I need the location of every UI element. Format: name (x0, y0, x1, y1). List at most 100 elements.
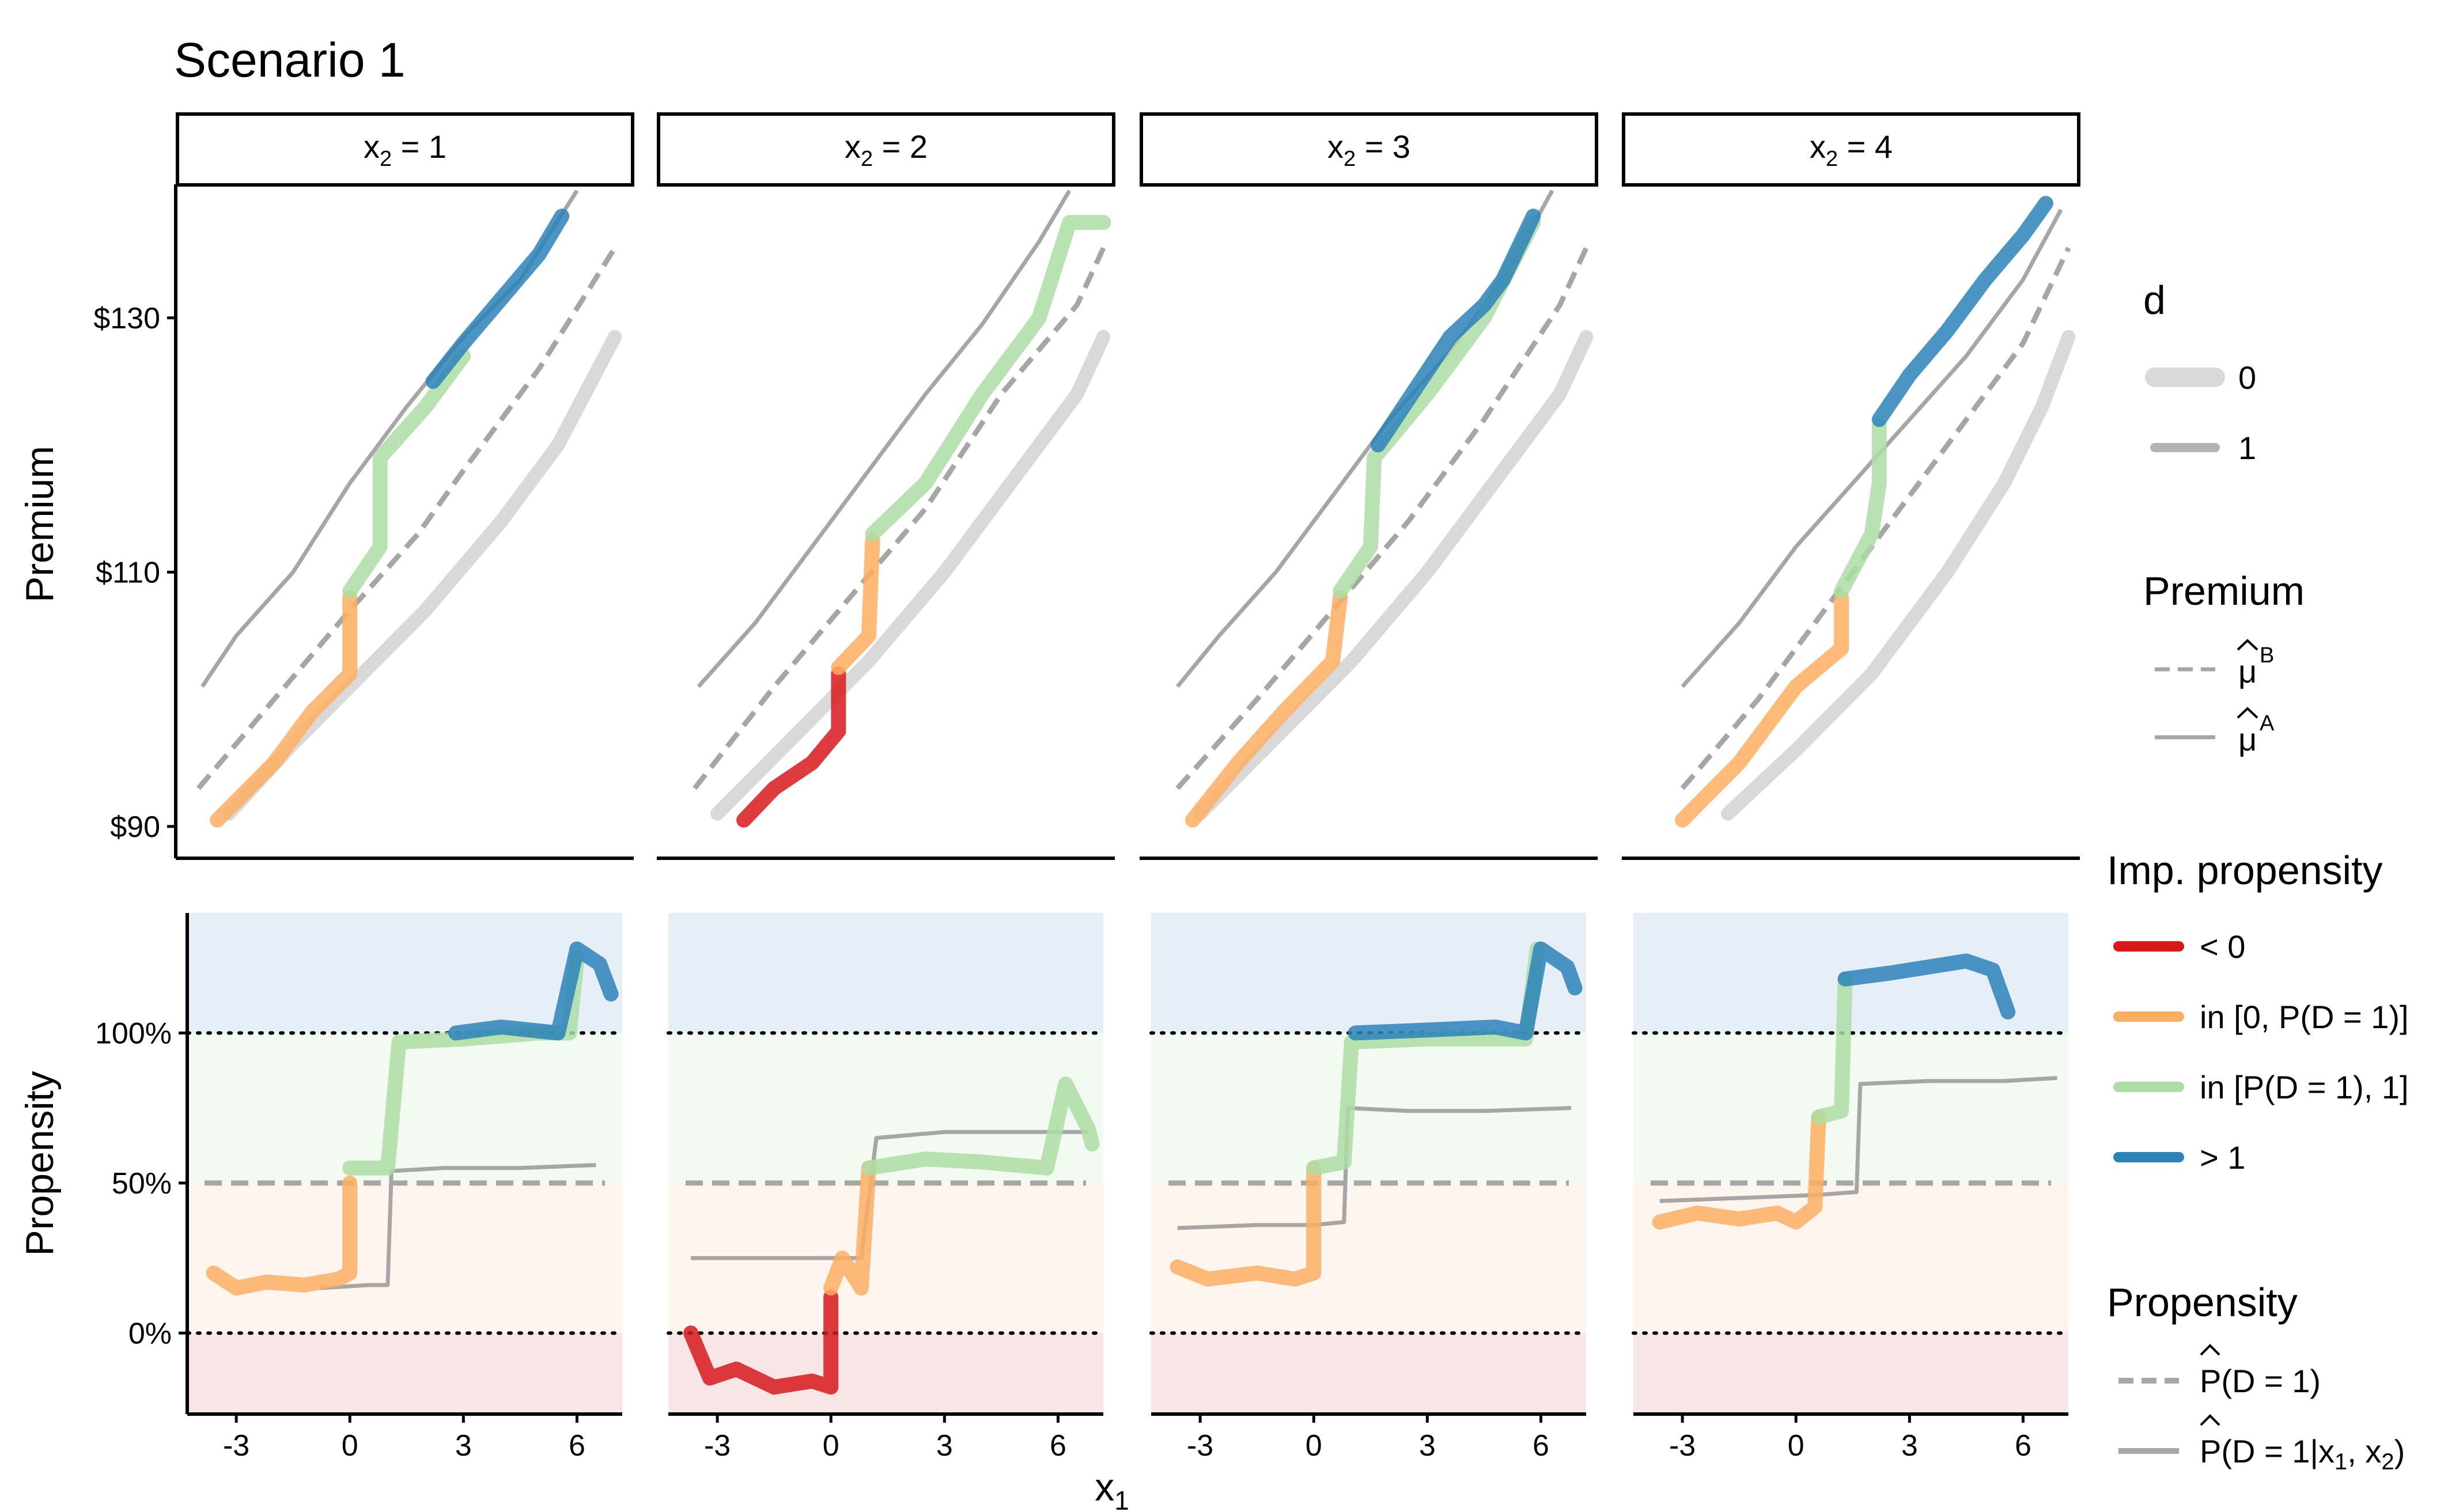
legend-imp-label-inP1: in [P(D = 1), 1] (2200, 1069, 2409, 1105)
imp-segment-in01 (823, 1160, 876, 1296)
propensity-panel-1 (186, 913, 624, 1416)
x-tick-label: 0 (1788, 1429, 1804, 1462)
d1-segment-gt1 (425, 209, 570, 389)
d1-segment-gt1 (1871, 196, 2053, 427)
legend-mu-a-label: μ A (2237, 707, 2275, 757)
strip-label: x2 = 4 (1810, 128, 1893, 171)
legend-d-label-1: 1 (2238, 430, 2256, 466)
propensity-y-axis-title: Propensity (18, 1071, 62, 1256)
x-tick-label: 3 (1419, 1429, 1436, 1462)
legend-premium-title: Premium (2143, 569, 2305, 613)
strip-label: x2 = 1 (364, 128, 447, 171)
mu-a-line (697, 190, 1072, 688)
band-in01 (1151, 1183, 1586, 1333)
svg-text:P(D = 1): P(D = 1) (2200, 1363, 2321, 1399)
strip-x2-4: x2 = 4 (1622, 112, 2080, 187)
strip-x2-2: x2 = 2 (657, 112, 1115, 187)
premium-y-axis-title: Premium (18, 446, 62, 602)
legend-p-cond-label: P(D = 1|x1, x2) (2200, 1414, 2405, 1475)
band-gt1 (668, 913, 1103, 1033)
premium-y-tick-label: $130 (93, 302, 160, 335)
premium-panel-4 (1622, 196, 2080, 860)
propensity-panel-4 (1632, 913, 2070, 1416)
d0-line (710, 329, 1111, 821)
x-tick-label: 6 (569, 1429, 585, 1462)
premium-y-tick-label: $110 (96, 556, 160, 589)
x-tick-label: 6 (1050, 1429, 1066, 1462)
d1-segment-in01 (1185, 590, 1348, 828)
legend-propensity: Propensity P(D = 1) P(D = 1|x1, x2) (2107, 1280, 2405, 1475)
x-axis-title: x1 (1095, 1465, 1129, 1512)
d1-segment-lt0 (736, 666, 846, 828)
svg-text:P(D = 1|x1, x2): P(D = 1|x1, x2) (2200, 1433, 2405, 1475)
mu-b-line (693, 247, 1106, 790)
imp-segment-in01 (1170, 1160, 1322, 1287)
x-tick-label: 6 (1533, 1429, 1549, 1462)
band-lt0 (187, 1333, 622, 1414)
premium-panel-2 (657, 190, 1115, 860)
x-tick-label: 0 (823, 1429, 839, 1462)
d0-line (1193, 329, 1594, 821)
imp-segment-in01 (206, 1175, 358, 1296)
premium-panel-1 (176, 190, 634, 860)
imp-segment-gt1 (1837, 953, 2016, 1020)
band-in01 (187, 1183, 622, 1333)
premium-panel-3 (1140, 190, 1598, 860)
strip-label: x2 = 2 (845, 128, 928, 171)
imp-segment-gt1 (448, 941, 619, 1041)
band-lt0 (1151, 1333, 1586, 1414)
legend-imp-label-lt0: < 0 (2200, 929, 2245, 965)
band-lt0 (1633, 1333, 2068, 1414)
chart-title: Scenario 1 (174, 33, 406, 87)
propensity-y-tick-label: 50% (112, 1167, 172, 1200)
strip-label: x2 = 3 (1327, 128, 1410, 171)
d1-segment-inP1 (342, 348, 471, 599)
x-tick-label: 0 (342, 1429, 358, 1462)
legend-p-hat-label: P(D = 1) (2200, 1344, 2321, 1399)
legend-propensity-title: Propensity (2107, 1280, 2298, 1325)
imp-segment-gt1 (1348, 941, 1583, 1041)
svg-text:μ: μ (2238, 721, 2257, 757)
imp-segment-inP1 (1811, 971, 1853, 1125)
d1-segment-gt1 (1370, 209, 1541, 453)
x-tick-label: 3 (936, 1429, 953, 1462)
mu-a-line (1681, 209, 2063, 688)
x-tick-label: -3 (1669, 1429, 1696, 1462)
x-tick-label: -3 (1187, 1429, 1213, 1462)
strip-x2-1: x2 = 1 (176, 112, 634, 187)
propensity-y-tick-label: 100% (95, 1017, 172, 1050)
x-tick-label: 3 (455, 1429, 472, 1462)
mu-b-line (1175, 247, 1589, 790)
legend-mu-b-label: μ B (2237, 639, 2274, 689)
svg-text:B: B (2260, 643, 2274, 668)
svg-text:A: A (2260, 711, 2275, 736)
x-tick-label: 3 (1901, 1429, 1918, 1462)
legend-imp-label-in01: in [0, P(D = 1)] (2200, 999, 2409, 1035)
band-gt1 (1151, 913, 1586, 1033)
d1-segment-inP1 (865, 215, 1111, 542)
d1-segment-in01 (831, 533, 880, 675)
legend-d: d 0 1 (2143, 278, 2256, 466)
p-cond-line (1659, 1076, 2057, 1203)
band-in01 (1633, 1183, 2068, 1333)
legend-premium: Premium μ B μ A (2143, 569, 2305, 757)
legend-d-title: d (2143, 278, 2166, 323)
mu-a-line (1175, 190, 1554, 688)
x-tick-label: -3 (223, 1429, 249, 1462)
x-axis: -3 0 3 6 -3 0 3 6 -3 0 3 6 -3 0 3 6 (223, 1414, 2031, 1462)
x-tick-label: 6 (2015, 1429, 2031, 1462)
imp-segment-in01 (1652, 1109, 1826, 1230)
x-tick-label: 0 (1306, 1429, 1322, 1462)
x-tick-label: -3 (704, 1429, 731, 1462)
imp-segment-inP1 (861, 1076, 1100, 1176)
propensity-panel-2 (667, 913, 1105, 1416)
imp-segment-lt0 (683, 1289, 839, 1395)
svg-text:μ: μ (2238, 653, 2257, 689)
propensity-panel-3 (1149, 913, 1588, 1416)
propensity-y-axis: 0% 50% 100% (95, 913, 189, 1414)
mu-b-line (196, 247, 617, 790)
d1-segment-in01 (1675, 590, 1849, 828)
d1-segment-in01 (210, 590, 358, 828)
propensity-y-tick-label: 0% (128, 1317, 172, 1350)
